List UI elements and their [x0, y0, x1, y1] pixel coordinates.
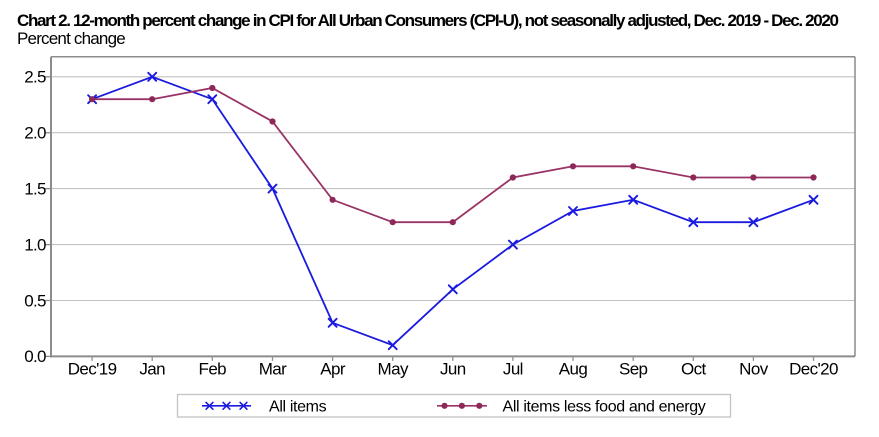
svg-text:Jun: Jun [440, 360, 466, 379]
svg-text:1.0: 1.0 [24, 235, 46, 254]
svg-text:Jul: Jul [503, 360, 523, 379]
svg-text:0.0: 0.0 [24, 347, 46, 366]
svg-text:All items less food and energy: All items less food and energy [503, 399, 706, 416]
svg-text:Apr: Apr [320, 360, 346, 379]
svg-text:2.0: 2.0 [24, 124, 46, 143]
svg-text:Oct: Oct [681, 360, 707, 379]
svg-text:Mar: Mar [259, 360, 287, 379]
svg-text:Nov: Nov [739, 360, 769, 379]
svg-text:Chart 2. 12-month percent chan: Chart 2. 12-month percent change in CPI … [17, 11, 839, 30]
svg-text:Aug: Aug [559, 360, 588, 379]
svg-text:Feb: Feb [199, 360, 227, 379]
svg-text:Percent change: Percent change [17, 29, 125, 48]
svg-text:Dec'20: Dec'20 [789, 360, 838, 379]
svg-text:All items: All items [269, 399, 327, 416]
svg-text:Jan: Jan [139, 360, 165, 379]
svg-text:1.5: 1.5 [24, 179, 46, 198]
svg-text:0.5: 0.5 [24, 291, 46, 310]
svg-text:Dec'19: Dec'19 [68, 360, 117, 379]
svg-text:May: May [378, 360, 409, 379]
svg-text:Sep: Sep [619, 360, 648, 379]
svg-text:2.5: 2.5 [24, 68, 46, 87]
